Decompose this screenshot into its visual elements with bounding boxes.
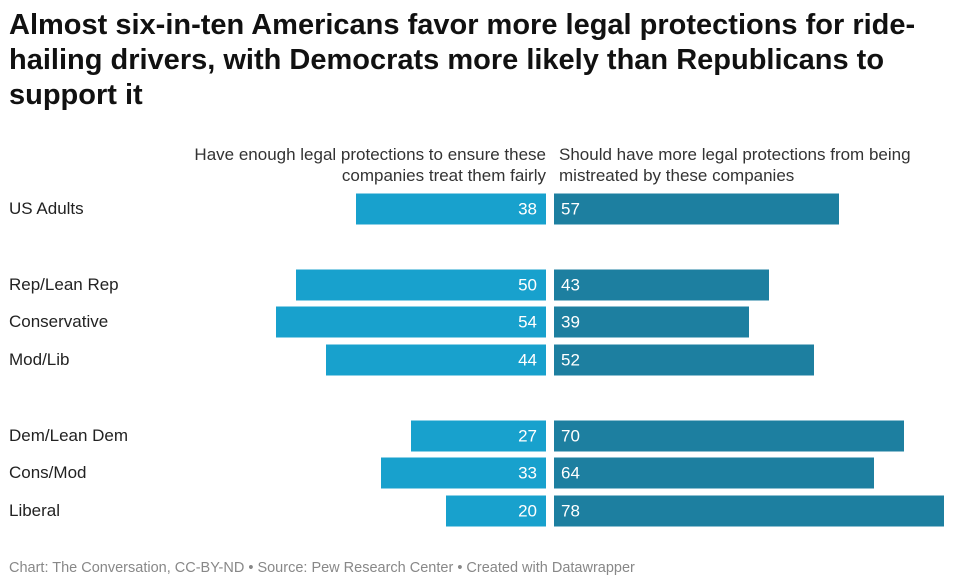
- bar-enough-protections: 20: [446, 495, 546, 527]
- column-header-more-protections: Should have more legal protections from …: [559, 145, 911, 185]
- bar-more-protections: 70: [554, 420, 904, 452]
- bar-more-protections: 43: [554, 269, 769, 301]
- category-label: Cons/Mod: [9, 463, 87, 482]
- data-label: 38: [518, 199, 537, 219]
- data-label: 43: [561, 275, 580, 295]
- bar-more-protections: 57: [554, 193, 839, 225]
- data-label: 50: [518, 275, 537, 295]
- category-label: US Adults: [9, 199, 84, 218]
- category-label: Rep/Lean Rep: [9, 275, 119, 294]
- data-label: 70: [561, 426, 580, 446]
- category-label: Conservative: [9, 312, 109, 331]
- bar-more-protections: 52: [554, 344, 814, 376]
- bar-enough-protections: 33: [381, 457, 546, 489]
- data-label: 64: [561, 463, 580, 483]
- bar-enough-protections: 54: [276, 306, 546, 338]
- bar-more-protections: 39: [554, 306, 749, 338]
- bar-more-protections: 78: [554, 495, 944, 527]
- bar-more-protections: 64: [554, 457, 874, 489]
- data-label: 52: [561, 350, 580, 370]
- data-label: 33: [518, 463, 537, 483]
- category-label: Liberal: [9, 501, 61, 520]
- data-label: 44: [518, 350, 537, 370]
- bar-enough-protections: 38: [356, 193, 546, 225]
- data-label: 54: [518, 312, 537, 332]
- chart-title: Almost six-in-ten Americans favor more l…: [9, 9, 916, 111]
- bar-enough-protections: 44: [326, 344, 546, 376]
- chart-footer: Chart: The Conversation, CC-BY-ND • Sour…: [9, 560, 635, 576]
- column-header-enough-protections: Have enough legal protections to ensure …: [194, 145, 546, 185]
- data-label: 57: [561, 199, 580, 219]
- data-label: 39: [561, 312, 580, 332]
- data-label: 78: [561, 501, 580, 521]
- category-label: Mod/Lib: [9, 350, 70, 369]
- data-label: 20: [518, 501, 537, 521]
- category-label: Dem/Lean Dem: [9, 426, 129, 445]
- data-label: 27: [518, 426, 537, 446]
- bar-enough-protections: 27: [411, 420, 546, 452]
- bar-enough-protections: 50: [296, 269, 546, 301]
